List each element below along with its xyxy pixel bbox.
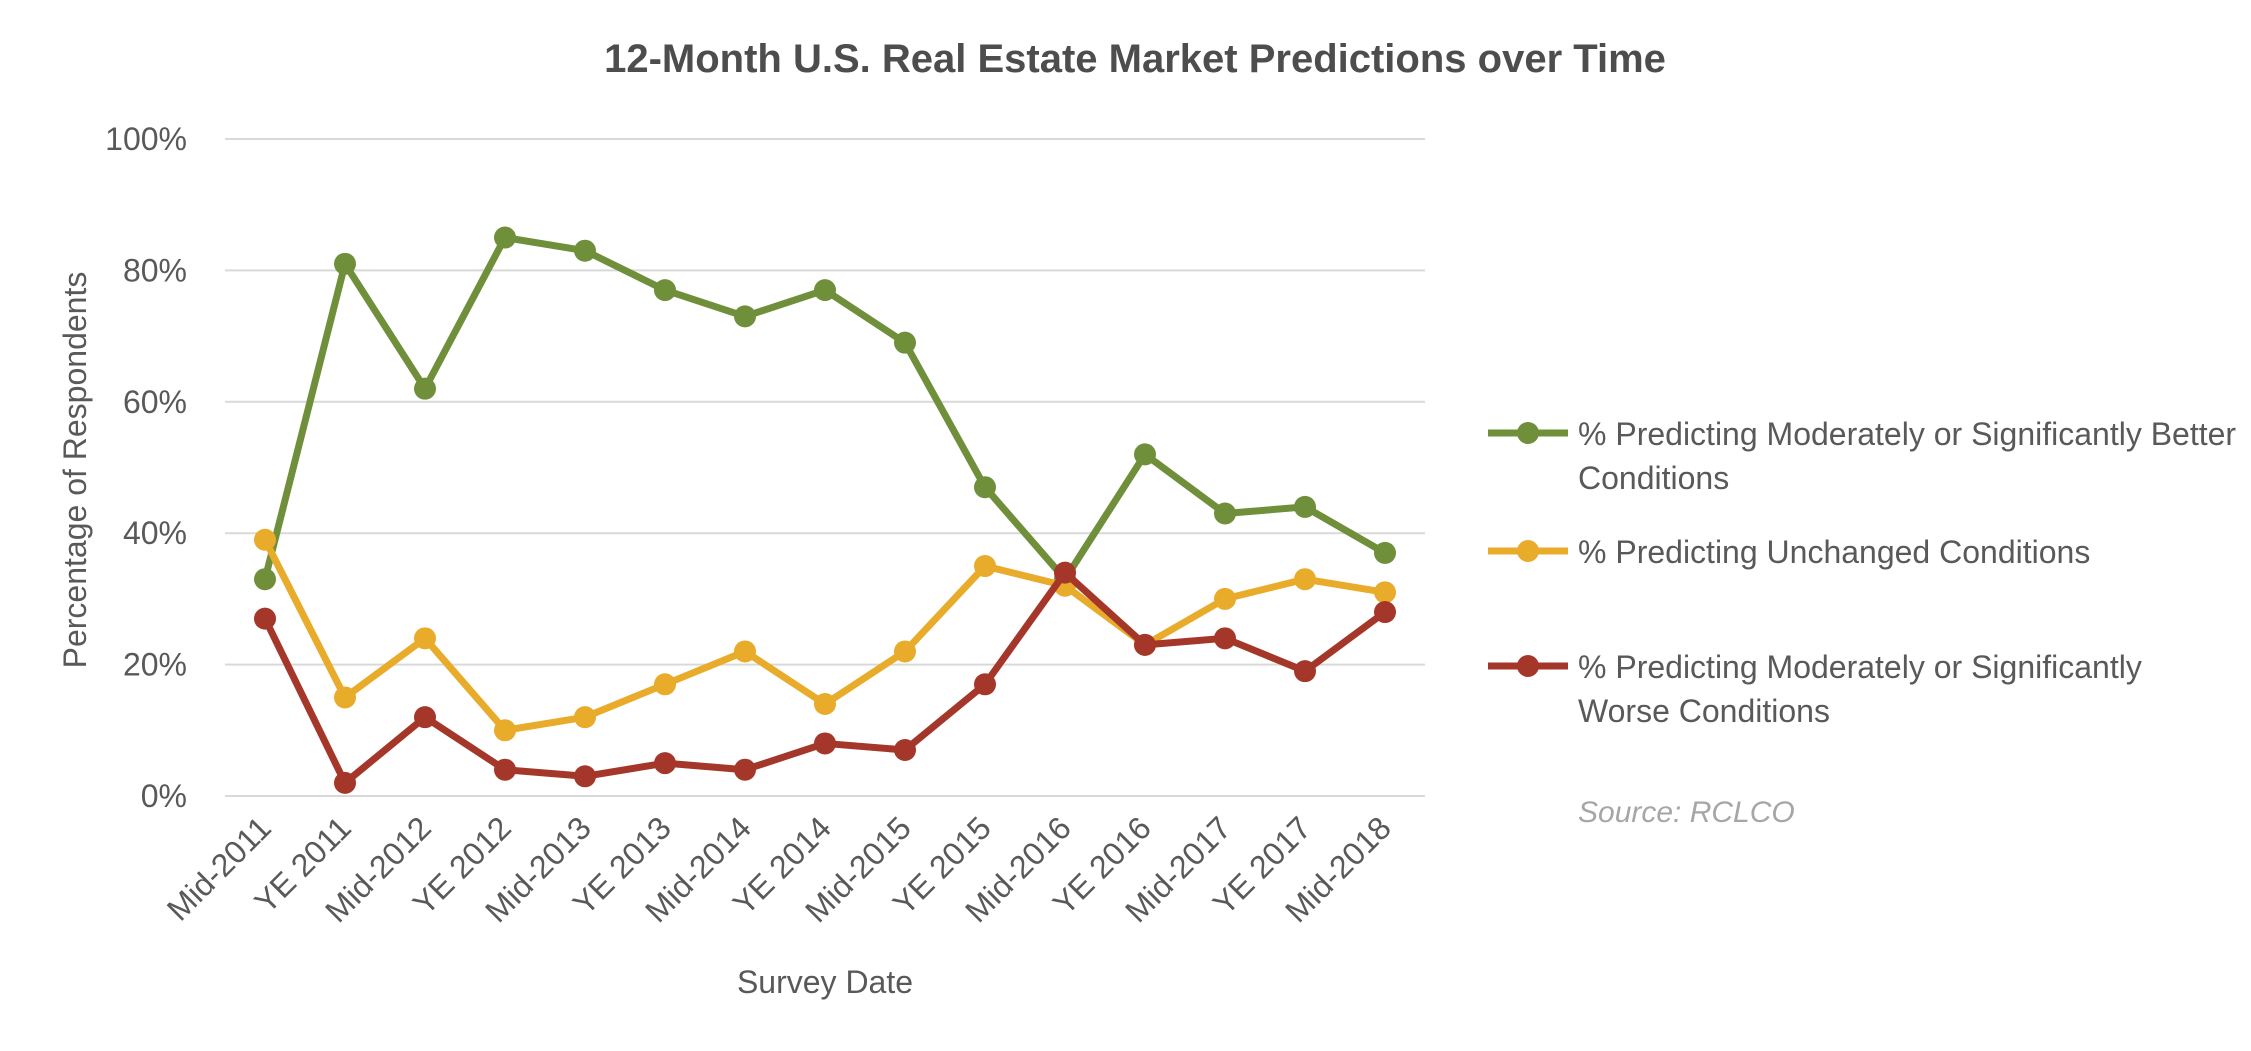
y-tick-label: 0% [141,778,187,814]
data-point [494,226,516,249]
y-axis-title: Percentage of Respondents [57,272,93,669]
data-point [254,568,276,591]
legend: % Predicting Moderately or Significantly… [1488,416,2236,729]
data-point [1214,587,1236,610]
data-point [734,758,756,781]
y-axis-ticks: 0% 20% 40% 60% 80% 100% [105,121,187,814]
data-point [974,555,996,578]
data-point [654,752,676,775]
legend-item-1: % Predicting Moderately or Significantly… [1488,416,2236,496]
data-point [254,607,276,630]
data-point [734,640,756,663]
data-point [494,758,516,781]
data-point [1214,502,1236,525]
legend-swatch-marker [1517,422,1539,444]
legend-swatch-marker [1517,655,1539,677]
data-point [414,377,436,400]
data-point [1134,443,1156,466]
data-point [1374,581,1396,604]
data-point [974,673,996,696]
data-point [1294,660,1316,683]
series-1 [254,226,1396,591]
data-point [1374,601,1396,624]
data-point [974,476,996,499]
data-point [814,732,836,755]
data-point [1214,627,1236,650]
data-point [654,279,676,302]
gridlines [225,138,1425,797]
legend-item-2: % Predicting Unchanged Conditions [1488,534,2090,570]
data-point [1134,633,1156,656]
x-axis-title: Survey Date [737,964,913,1000]
data-point [494,719,516,742]
y-tick-label: 60% [123,384,187,420]
data-point [894,331,916,354]
data-point [1054,561,1076,584]
data-point [414,706,436,729]
data-point [334,686,356,709]
legend-label: % Predicting Moderately or Significantly… [1578,649,2142,729]
y-tick-label: 100% [105,121,187,157]
data-point [334,771,356,794]
data-point [574,706,596,729]
data-point [254,528,276,551]
data-point [574,765,596,788]
data-point [1294,568,1316,591]
y-tick-label: 80% [123,252,187,288]
data-point [574,239,596,262]
y-tick-label: 40% [123,515,187,551]
y-tick-label: 20% [123,647,187,683]
source-note: Source: RCLCO [1578,796,1795,829]
data-point [814,279,836,302]
x-tick-label: Mid-2011 [160,809,278,927]
series-2 [254,528,1396,742]
data-point [1294,495,1316,518]
series-3 [254,561,1396,794]
data-point [654,673,676,696]
legend-label: % Predicting Moderately or Significantly… [1578,416,2236,496]
data-point [814,693,836,716]
data-point [734,305,756,328]
legend-swatch-marker [1517,540,1539,562]
legend-item-3: % Predicting Moderately or Significantly… [1488,649,2142,729]
chart-title: 12-Month U.S. Real Estate Market Predict… [604,37,1666,81]
data-point [894,739,916,762]
data-point [894,640,916,663]
legend-label: % Predicting Unchanged Conditions [1578,534,2090,570]
data-point [414,627,436,650]
data-point [334,252,356,275]
series-lines [254,226,1396,794]
data-point [1374,541,1396,564]
